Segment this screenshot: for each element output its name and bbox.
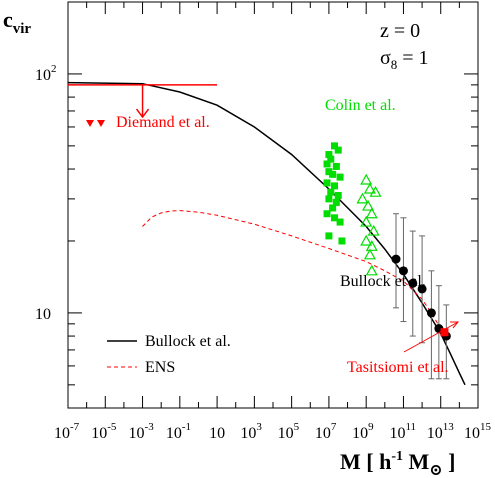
colin-square-point bbox=[325, 232, 333, 240]
colin-triangle-point bbox=[369, 185, 382, 197]
colin-triangle-point bbox=[363, 248, 376, 260]
colin-square-point bbox=[336, 173, 344, 181]
colin-triangle-point bbox=[360, 234, 373, 246]
colin-square-point bbox=[325, 168, 333, 176]
x-tick-label: 105 bbox=[278, 421, 300, 442]
colin-triangle-point bbox=[360, 173, 373, 185]
colin-square-point bbox=[327, 188, 335, 196]
colin-square-point bbox=[325, 195, 333, 203]
y-tick-label: 102 bbox=[35, 63, 57, 84]
colin-square-point bbox=[329, 170, 337, 178]
arrow-down-icon bbox=[135, 108, 150, 119]
bullock-point bbox=[391, 254, 401, 264]
annotation-sigma8: σ8 = 1 bbox=[380, 47, 429, 72]
colin-square-point bbox=[325, 151, 333, 159]
x-tick-label: 107 bbox=[315, 421, 337, 442]
colin-square-point bbox=[323, 210, 331, 218]
x-tick-label: 1015 bbox=[464, 421, 492, 442]
x-tick-label: 1013 bbox=[427, 421, 455, 442]
tick-marks bbox=[67, 1, 479, 409]
colin-triangle-point bbox=[362, 199, 375, 211]
diemand-marker-icons bbox=[86, 120, 105, 127]
x-axis-label: M [ h-1 M⊙ ] bbox=[340, 449, 456, 478]
annotation-redshift: z = 0 bbox=[380, 20, 420, 42]
colin-square-point bbox=[329, 204, 337, 212]
colin-triangle-point bbox=[367, 224, 380, 236]
x-tick-label: 109 bbox=[352, 421, 374, 442]
colin-square-point bbox=[331, 214, 338, 222]
ens-curve bbox=[142, 210, 451, 340]
x-tick-label: 10-5 bbox=[91, 421, 117, 442]
tasitsiomi-arrow bbox=[403, 321, 460, 353]
x-tick-label: 103 bbox=[240, 421, 262, 442]
label-diemand: Diemand et al. bbox=[116, 114, 210, 131]
markers bbox=[323, 142, 451, 380]
colin-triangle-point bbox=[363, 182, 376, 194]
colin-square-point bbox=[336, 218, 344, 226]
legend-label-ens: ENS bbox=[145, 359, 175, 376]
down-triangle-icon bbox=[86, 120, 94, 127]
legend: Bullock et al. ENS bbox=[107, 333, 231, 376]
colin-square-point bbox=[334, 191, 342, 199]
y-tick-labels: 10 102 bbox=[35, 63, 57, 323]
tasitsiomi-point bbox=[440, 328, 449, 337]
colin-triangle-point bbox=[365, 207, 378, 219]
y-axis-label: cvir bbox=[3, 7, 31, 37]
x-tick-label: 10-3 bbox=[129, 421, 155, 442]
bullock-point bbox=[426, 308, 436, 318]
colin-square-point bbox=[338, 237, 346, 245]
legend-label-bullock: Bullock et al. bbox=[145, 333, 231, 350]
colin-square-point bbox=[332, 198, 340, 206]
label-colin: Colin et al. bbox=[325, 97, 396, 114]
colin-square-point bbox=[334, 146, 342, 154]
colin-square-point bbox=[323, 179, 331, 187]
bullock-point bbox=[408, 278, 418, 288]
colin-triangle-point bbox=[365, 264, 378, 276]
colin-triangle-point bbox=[365, 240, 378, 251]
colin-square-point bbox=[331, 182, 338, 190]
label-tasitsiomi: Tasitsiomi et al. bbox=[347, 359, 449, 376]
x-tick-label: 10 bbox=[209, 425, 225, 442]
colin-square-point bbox=[331, 142, 338, 150]
bullock-point bbox=[417, 284, 427, 294]
label-bullock-points: Bullock et al. bbox=[340, 273, 426, 290]
down-triangle-icon bbox=[97, 120, 105, 127]
y-tick-label: 10 bbox=[35, 306, 51, 323]
x-tick-label: 10-1 bbox=[166, 421, 191, 442]
colin-square-point bbox=[327, 155, 335, 163]
x-tick-labels: 10-7 10-5 10-3 10-1 10 103 105 107 109 1011 1013 10… bbox=[54, 421, 492, 442]
colin-square-point bbox=[332, 162, 340, 170]
colin-triangle-point bbox=[360, 215, 373, 227]
colin-triangle-point bbox=[356, 192, 369, 204]
colin-square-point bbox=[323, 160, 331, 168]
x-tick-label: 1011 bbox=[389, 421, 416, 442]
x-tick-label: 10-7 bbox=[54, 421, 80, 442]
bullock-point bbox=[398, 266, 408, 276]
